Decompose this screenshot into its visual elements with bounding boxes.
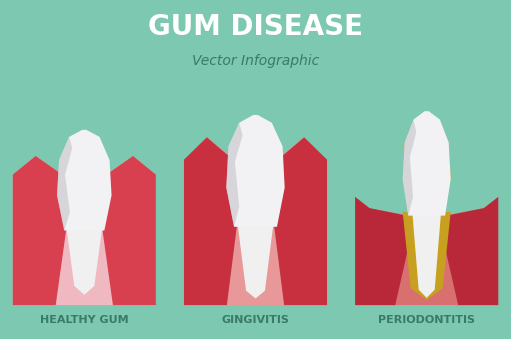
Text: PERIODONTITIS: PERIODONTITIS — [378, 315, 475, 325]
Polygon shape — [403, 212, 451, 300]
Polygon shape — [355, 197, 498, 305]
Polygon shape — [238, 223, 273, 299]
Text: Vector Infographic: Vector Infographic — [192, 54, 319, 68]
Polygon shape — [403, 120, 416, 216]
Polygon shape — [403, 122, 416, 216]
Polygon shape — [403, 111, 451, 216]
Polygon shape — [96, 156, 156, 305]
Text: GINGIVITIS: GINGIVITIS — [222, 315, 289, 325]
Polygon shape — [226, 123, 243, 227]
Polygon shape — [184, 137, 327, 305]
Polygon shape — [13, 156, 156, 305]
Text: HEALTHY GUM: HEALTHY GUM — [40, 315, 129, 325]
Polygon shape — [57, 137, 72, 231]
Polygon shape — [226, 115, 285, 227]
Polygon shape — [184, 137, 244, 305]
Polygon shape — [267, 137, 327, 305]
Polygon shape — [355, 197, 415, 305]
Polygon shape — [57, 130, 111, 231]
Polygon shape — [438, 197, 498, 305]
Polygon shape — [437, 122, 451, 216]
Polygon shape — [412, 212, 441, 298]
Polygon shape — [13, 156, 73, 305]
Polygon shape — [66, 227, 102, 295]
Text: GUM DISEASE: GUM DISEASE — [148, 13, 363, 41]
